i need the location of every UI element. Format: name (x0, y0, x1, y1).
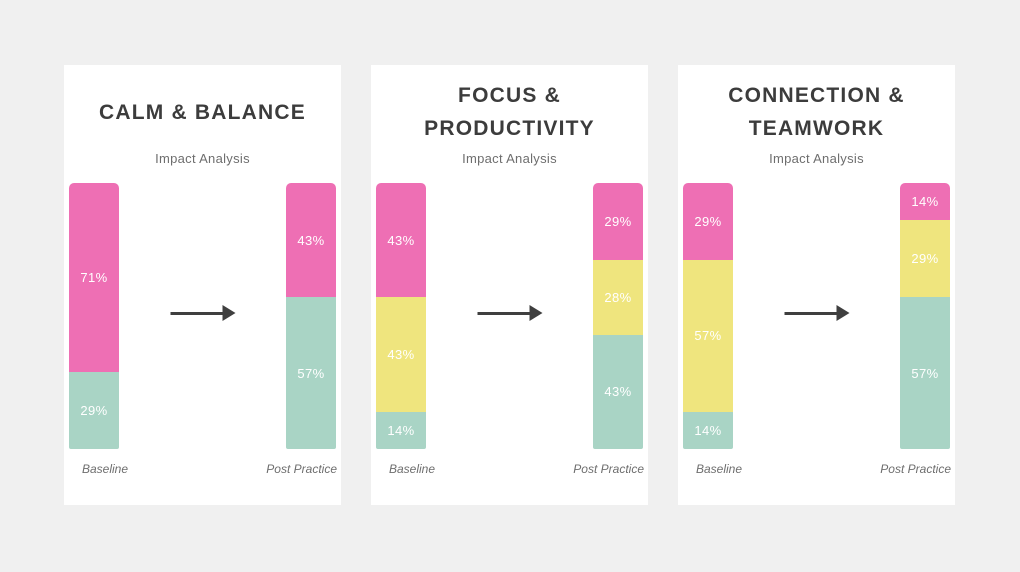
bar-segment-yellow: 29% (900, 220, 950, 298)
post-practice-axis-label: Post Practice (573, 462, 644, 476)
stacked-bar-chart: 43% 43% 14% 29% 28% 43% (371, 183, 648, 449)
baseline-axis-label: Baseline (82, 462, 129, 476)
card-header: CALM & BALANCE Impact Analysis (64, 65, 341, 183)
bar-segment-yellow: 43% (376, 297, 426, 412)
baseline-axis-label: Baseline (389, 462, 436, 476)
segment-value-label: 71% (80, 269, 108, 285)
bar-segment-yellow: 57% (683, 260, 733, 412)
arrow-shaft (477, 311, 529, 315)
bar-segment-teal: 43% (593, 334, 643, 449)
arrow-head (836, 305, 849, 321)
bar-segment-pink: 29% (683, 183, 733, 261)
segment-value-label: 14% (387, 422, 415, 438)
arrow-head (222, 305, 235, 321)
bar-segment-pink: 71% (69, 183, 119, 372)
post-practice-bar: 29% 28% 43% (593, 183, 643, 449)
bar-segment-teal: 57% (286, 297, 336, 449)
bar-segment-pink: 43% (286, 183, 336, 298)
bar-segment-yellow: 28% (593, 260, 643, 335)
axis-labels-row: Baseline Post Practice (371, 462, 648, 478)
bar-segment-pink: 43% (376, 183, 426, 298)
card-subtitle: Impact Analysis (155, 151, 250, 166)
bar-segment-pink: 29% (593, 183, 643, 261)
segment-value-label: 29% (694, 214, 722, 230)
bar-segment-teal: 29% (69, 371, 119, 449)
arrow-right-icon (477, 305, 542, 321)
bar-segment-pink: 14% (900, 183, 950, 221)
arrow-head (529, 305, 542, 321)
post-practice-bar: 14% 29% 57% (900, 183, 950, 449)
impact-card: CALM & BALANCE Impact Analysis 71% 29% 43… (64, 65, 341, 505)
segment-value-label: 29% (80, 402, 108, 418)
arrow-right-icon (170, 305, 235, 321)
segment-value-label: 57% (911, 365, 939, 381)
arrow-shaft (784, 311, 836, 315)
segment-value-label: 43% (297, 232, 325, 248)
post-practice-bar: 43% 57% (286, 183, 336, 449)
card-subtitle: Impact Analysis (769, 151, 864, 166)
card-header: CONNECTION & TEAMWORK Impact Analysis (678, 65, 955, 183)
arrow-shaft (170, 311, 222, 315)
segment-value-label: 29% (911, 251, 939, 267)
arrow-right-icon (784, 305, 849, 321)
axis-labels-row: Baseline Post Practice (64, 462, 341, 478)
segment-value-label: 43% (387, 232, 415, 248)
segment-value-label: 14% (694, 422, 722, 438)
card-title: FOCUS & PRODUCTIVITY (424, 84, 595, 140)
bar-segment-teal: 14% (683, 411, 733, 449)
baseline-bar: 29% 57% 14% (683, 183, 733, 449)
post-practice-axis-label: Post Practice (880, 462, 951, 476)
segment-value-label: 29% (604, 214, 632, 230)
stacked-bar-chart: 71% 29% 43% 57% (64, 183, 341, 449)
card-subtitle: Impact Analysis (462, 151, 557, 166)
axis-labels-row: Baseline Post Practice (678, 462, 955, 478)
segment-value-label: 43% (604, 384, 632, 400)
card-title: CONNECTION & TEAMWORK (728, 84, 905, 140)
impact-card: FOCUS & PRODUCTIVITY Impact Analysis 43%… (371, 65, 648, 505)
segment-value-label: 28% (604, 289, 632, 305)
bar-segment-teal: 57% (900, 297, 950, 449)
card-title: CALM & BALANCE (99, 100, 306, 124)
stacked-bar-chart: 29% 57% 14% 14% 29% 57% (678, 183, 955, 449)
bar-segment-teal: 14% (376, 411, 426, 449)
baseline-bar: 71% 29% (69, 183, 119, 449)
impact-card: CONNECTION & TEAMWORK Impact Analysis 29… (678, 65, 955, 505)
baseline-bar: 43% 43% 14% (376, 183, 426, 449)
segment-value-label: 14% (911, 194, 939, 210)
segment-value-label: 43% (387, 347, 415, 363)
segment-value-label: 57% (297, 365, 325, 381)
segment-value-label: 57% (694, 328, 722, 344)
post-practice-axis-label: Post Practice (266, 462, 337, 476)
baseline-axis-label: Baseline (696, 462, 743, 476)
card-header: FOCUS & PRODUCTIVITY Impact Analysis (371, 65, 648, 183)
